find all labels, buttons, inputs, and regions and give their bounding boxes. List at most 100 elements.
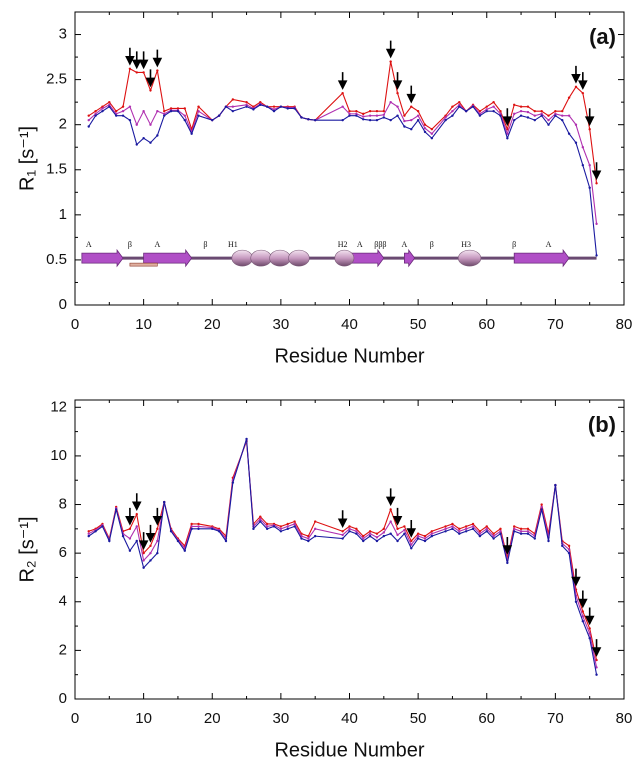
data-line <box>88 104 598 256</box>
structure-label: β <box>512 240 516 249</box>
arrow <box>584 607 595 626</box>
data-point <box>506 137 509 140</box>
data-point <box>389 60 392 63</box>
data-point <box>464 109 468 113</box>
data-point <box>485 530 488 533</box>
data-point <box>567 551 571 555</box>
data-point <box>581 146 585 149</box>
data-point <box>368 118 372 122</box>
data-point <box>265 527 269 531</box>
data-point <box>478 530 482 533</box>
data-point <box>581 610 585 613</box>
data-point <box>430 532 434 535</box>
data-point <box>101 109 104 113</box>
structure-label: A <box>86 240 92 249</box>
data-point <box>375 539 379 543</box>
data-point <box>142 566 145 569</box>
data-point <box>87 114 90 117</box>
data-point <box>595 673 598 676</box>
data-point <box>526 110 530 114</box>
data-point <box>478 114 482 117</box>
data-point <box>451 114 454 117</box>
data-point <box>362 115 365 118</box>
y-tick-label: 8 <box>59 495 67 512</box>
y-tick-label: 6 <box>59 544 67 561</box>
data-point <box>121 534 125 538</box>
data-point <box>224 539 228 543</box>
helix-turn <box>269 249 291 267</box>
data-point <box>403 532 406 535</box>
data-point <box>499 114 502 117</box>
data-point <box>513 103 516 107</box>
arrow <box>152 507 163 526</box>
data-point <box>506 132 509 135</box>
data-point <box>403 125 406 128</box>
data-point <box>279 527 283 531</box>
data-line <box>88 439 598 668</box>
data-point <box>506 128 509 131</box>
x-tick-label: 40 <box>341 710 358 727</box>
data-point <box>368 109 372 113</box>
data-point <box>403 525 406 528</box>
data-point <box>272 105 276 108</box>
data-point <box>293 522 296 526</box>
data-point <box>382 531 386 534</box>
data-point <box>451 109 454 113</box>
data-point <box>224 105 228 108</box>
data-point <box>272 109 276 113</box>
data-point <box>176 109 180 113</box>
data-point <box>403 119 406 123</box>
data-point <box>87 530 90 533</box>
y-tick-label: 0 <box>59 296 67 313</box>
data-point <box>485 525 488 528</box>
data-point <box>156 134 159 137</box>
x-axis-label: Residue Number <box>274 345 424 367</box>
structure-label: H2 <box>338 240 348 249</box>
y-tick-label: 4 <box>59 593 67 610</box>
data-point <box>341 105 344 108</box>
data-point <box>108 100 111 104</box>
data-point <box>581 91 585 95</box>
arrow <box>571 568 581 587</box>
data-point <box>499 527 502 531</box>
data-point <box>526 530 530 533</box>
data-point <box>368 530 372 533</box>
data-point <box>265 522 269 526</box>
data-point <box>231 105 235 108</box>
data-point <box>245 100 248 104</box>
data-point <box>540 503 543 506</box>
data-point <box>595 254 598 257</box>
data-point <box>279 105 283 108</box>
data-point <box>382 527 386 531</box>
data-point <box>279 525 283 528</box>
data-point <box>348 525 351 528</box>
data-point <box>87 118 90 122</box>
data-point <box>423 123 427 126</box>
data-point <box>313 534 317 538</box>
data-point <box>135 525 138 528</box>
data-point <box>94 109 97 113</box>
data-point <box>163 114 166 117</box>
data-point <box>101 525 104 528</box>
arrow <box>385 488 396 507</box>
data-point <box>492 105 495 108</box>
data-point <box>114 114 118 117</box>
x-tick-label: 30 <box>273 316 290 333</box>
x-tick-label: 0 <box>71 316 79 333</box>
data-point <box>87 125 90 128</box>
arrow <box>591 639 602 657</box>
x-tick-label: 10 <box>135 316 152 333</box>
data-point <box>190 522 193 526</box>
data-point <box>458 527 461 531</box>
data-point <box>588 164 591 167</box>
x-tick-label: 30 <box>273 710 290 727</box>
data-point <box>355 530 358 533</box>
arrow <box>145 524 156 543</box>
data-point <box>403 528 406 532</box>
arrow <box>152 49 163 68</box>
data-point <box>149 123 152 126</box>
structure-label: A <box>357 240 363 249</box>
data-point <box>142 71 145 74</box>
data-point <box>265 525 269 528</box>
data-point <box>533 537 536 540</box>
